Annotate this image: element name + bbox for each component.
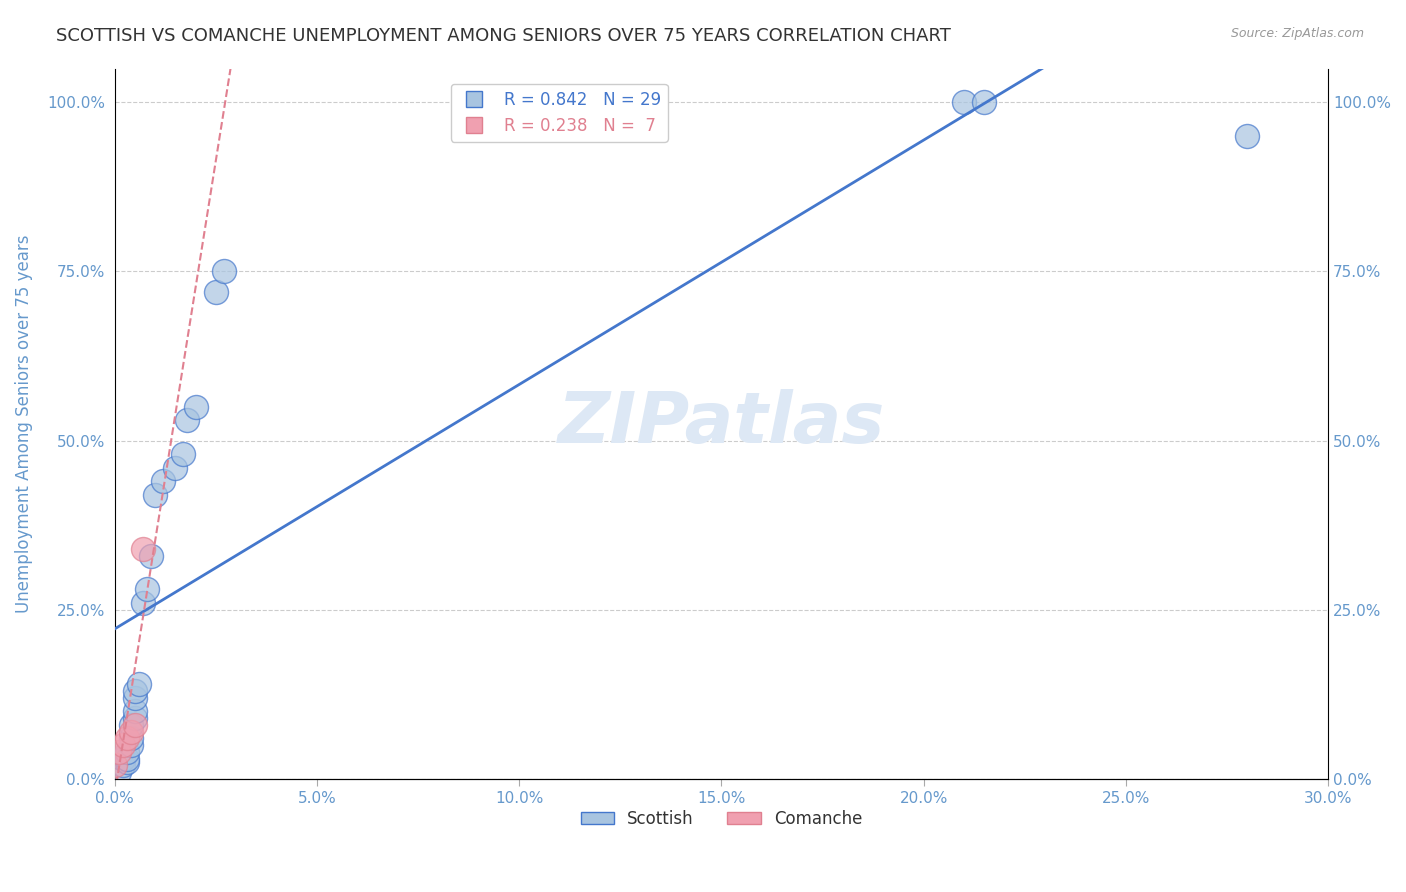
- Point: [143, 488, 166, 502]
- Point: [115, 755, 138, 769]
- Point: [184, 400, 207, 414]
- Point: [120, 718, 142, 732]
- Point: [111, 738, 134, 752]
- Point: [115, 751, 138, 765]
- Y-axis label: Unemployment Among Seniors over 75 years: Unemployment Among Seniors over 75 years: [15, 235, 32, 613]
- Point: [132, 596, 155, 610]
- Point: [152, 474, 174, 488]
- Point: [120, 724, 142, 739]
- Point: [115, 745, 138, 759]
- Point: [120, 738, 142, 752]
- Point: [111, 751, 134, 765]
- Point: [136, 582, 159, 597]
- Point: [1236, 129, 1258, 144]
- Point: [120, 731, 142, 746]
- Point: [973, 95, 995, 110]
- Text: Source: ZipAtlas.com: Source: ZipAtlas.com: [1230, 27, 1364, 40]
- Point: [115, 731, 138, 746]
- Point: [124, 704, 146, 718]
- Point: [111, 758, 134, 772]
- Point: [124, 684, 146, 698]
- Point: [124, 711, 146, 725]
- Point: [204, 285, 226, 299]
- Point: [107, 745, 129, 759]
- Legend: Scottish, Comanche: Scottish, Comanche: [574, 803, 869, 835]
- Point: [176, 413, 198, 427]
- Point: [128, 677, 150, 691]
- Point: [165, 460, 187, 475]
- Point: [467, 95, 489, 110]
- Point: [953, 95, 976, 110]
- Point: [124, 690, 146, 705]
- Point: [107, 765, 129, 780]
- Point: [212, 264, 235, 278]
- Text: SCOTTISH VS COMANCHE UNEMPLOYMENT AMONG SENIORS OVER 75 YEARS CORRELATION CHART: SCOTTISH VS COMANCHE UNEMPLOYMENT AMONG …: [56, 27, 950, 45]
- Point: [132, 541, 155, 556]
- Point: [104, 758, 127, 772]
- Point: [139, 549, 162, 563]
- Text: ZIPatlas: ZIPatlas: [558, 389, 884, 458]
- Point: [172, 447, 194, 461]
- Point: [124, 718, 146, 732]
